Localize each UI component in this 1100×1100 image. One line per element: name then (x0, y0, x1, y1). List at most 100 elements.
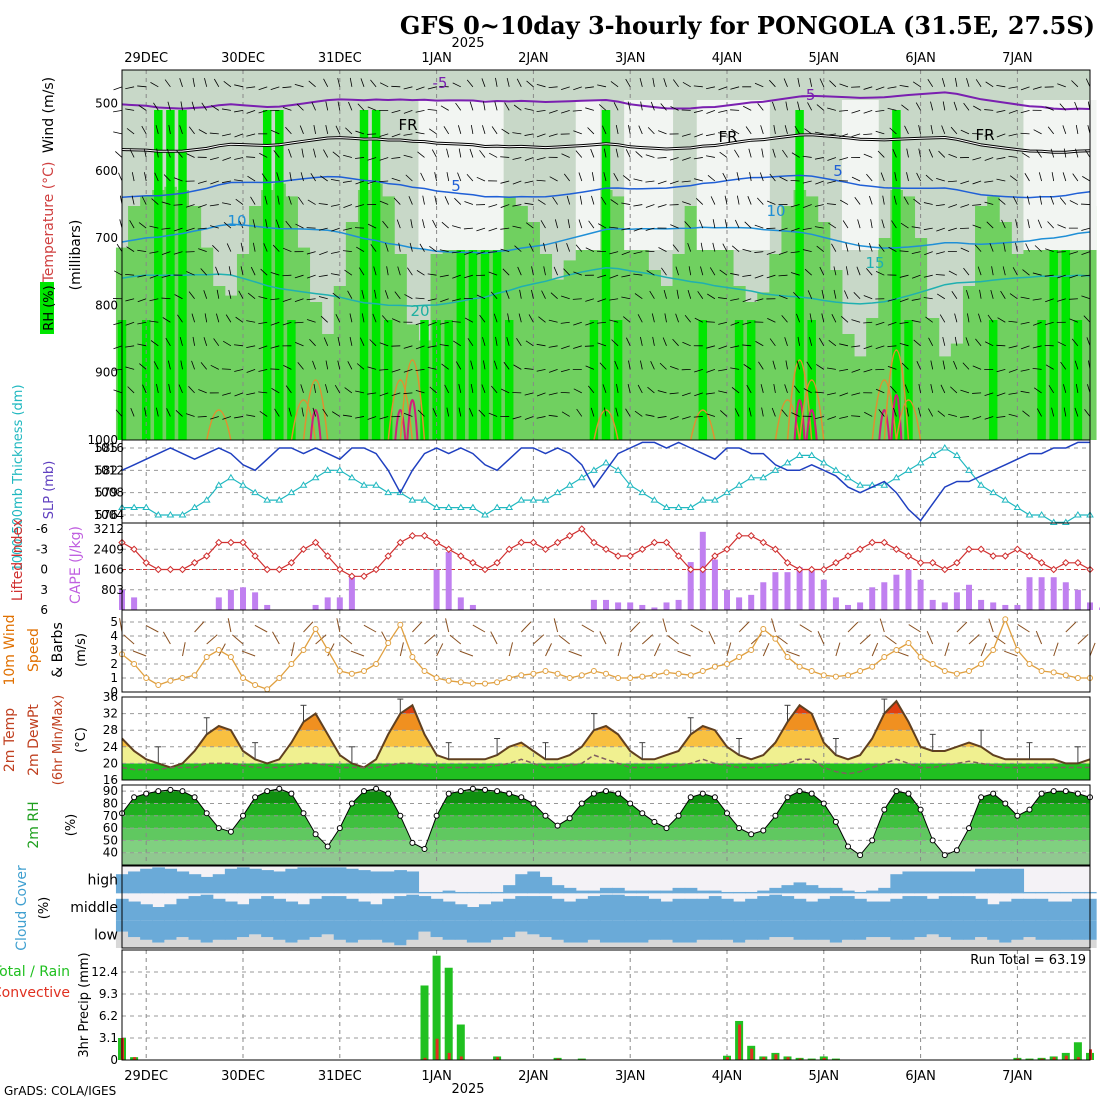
lifted-index-marker (1062, 559, 1070, 567)
wind-barb (273, 150, 280, 158)
wind-barb (500, 248, 510, 253)
rh-band-high (456, 110, 466, 440)
cape-bar (348, 577, 355, 610)
wind-barb (742, 248, 752, 253)
lifted-index-marker (457, 552, 465, 560)
wind-barb (831, 243, 837, 252)
thickness-marker (940, 444, 949, 451)
wind-barb (633, 227, 643, 232)
wind-barb (275, 219, 280, 229)
wind-speed-marker (627, 675, 634, 681)
wind-barb (142, 384, 147, 394)
wind-barb (672, 79, 679, 88)
wind-barb (1027, 195, 1030, 205)
cloud-cell (624, 942, 637, 948)
cloud-low-blue (733, 920, 746, 943)
lifted-index-marker (493, 559, 501, 567)
cloud-cell (382, 871, 395, 894)
lifted-index-marker (239, 538, 247, 547)
cloud-low-blue (551, 920, 565, 940)
wind-barb (614, 360, 619, 370)
rh-legend-swatch (40, 282, 54, 334)
ylabel-2m-dewpt: 2m DewPt (26, 704, 42, 776)
wind-barb (113, 368, 123, 371)
cloud-cell (212, 874, 226, 894)
thickness-marker (287, 488, 296, 496)
wind-barb (818, 337, 825, 347)
cloud-cell (345, 898, 359, 921)
cloud-cell (757, 896, 770, 921)
wind-barb (506, 337, 510, 346)
wind-speed-marker (857, 668, 864, 674)
cloud-cell (382, 898, 395, 921)
hot-contour (793, 399, 806, 441)
contour-label: 20 (410, 302, 429, 320)
wind-barb (827, 416, 837, 420)
cloud-low-blue (466, 920, 480, 943)
cloud-low-blue (273, 920, 286, 940)
wind-barb (845, 242, 849, 252)
wind-barb (960, 129, 970, 135)
wind-barb (615, 407, 619, 417)
cloud-cell (950, 871, 964, 894)
cape-bar (639, 604, 646, 610)
wind-barb (794, 125, 800, 135)
wind-barb (684, 314, 692, 323)
wind-barb (925, 316, 933, 323)
wind-barb (512, 416, 522, 420)
slp-tick: 1012 (93, 463, 124, 477)
cloud-cell (902, 896, 916, 921)
cloud-low-blue (950, 920, 964, 940)
wind-barb (1008, 368, 1018, 373)
ylabel-slp: SLP (mb) (42, 461, 57, 520)
wind-barb (1047, 126, 1055, 135)
cloud-low-blue (140, 920, 153, 940)
thickness-marker (723, 488, 731, 496)
wind-barb (524, 368, 534, 370)
rh-band-mid (829, 270, 843, 440)
cloud-cell (854, 898, 867, 921)
wind-barb (585, 247, 595, 252)
wind-barb (839, 343, 849, 347)
wind-barb (416, 270, 425, 276)
wind-barb (996, 416, 1006, 418)
wind-barb (210, 225, 219, 229)
rh-marker (1002, 800, 1009, 807)
cloud-low-blue (684, 920, 698, 943)
wind-speed-marker (397, 621, 404, 628)
cloud-cell (1011, 868, 1025, 894)
wind-barb (1020, 368, 1030, 372)
rh-marker (869, 837, 876, 844)
wind-barb (637, 384, 643, 394)
wind-barb (347, 361, 353, 370)
rh-marker (506, 790, 513, 797)
cloud-cell (1071, 891, 1085, 894)
wind-barb (611, 339, 619, 347)
wind-barb (730, 273, 740, 276)
wind-barb (550, 292, 558, 300)
rh-marker (820, 800, 827, 807)
rh-band-high (1037, 320, 1046, 440)
lifted-index-marker (820, 565, 828, 574)
footer-credit: GrADS: COLA/IGES (4, 1084, 116, 1098)
wind-barb (984, 201, 994, 205)
rh-marker (227, 828, 234, 835)
wind-barb (633, 273, 643, 276)
wind-barb (585, 365, 595, 370)
lifted-index-marker (1025, 552, 1034, 560)
wind-barb (682, 341, 691, 347)
wind-barb (482, 337, 486, 346)
wind-speed-marker (796, 663, 803, 670)
wind-barb (432, 408, 437, 417)
wind-barb (493, 360, 498, 370)
cloud-cell (793, 898, 807, 921)
wind-speed-marker (687, 672, 694, 679)
wind-barb (258, 86, 268, 91)
cloud-low-blue (128, 920, 141, 938)
cloud-low-blue (309, 920, 323, 938)
wind-barb (483, 360, 486, 370)
wind-barb (538, 316, 546, 323)
wind-barb (622, 175, 631, 182)
wind-barb (778, 295, 788, 300)
